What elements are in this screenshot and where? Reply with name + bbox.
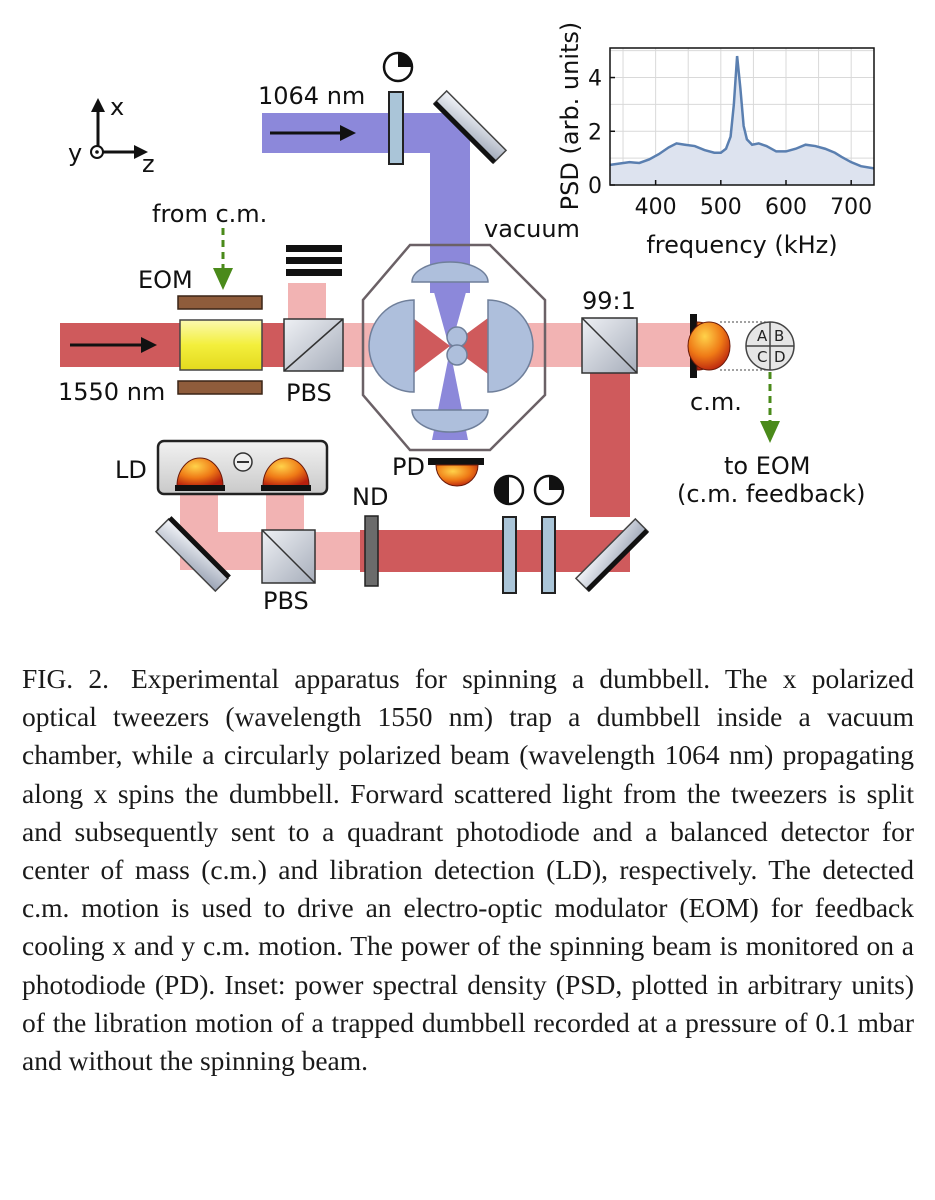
caption-label: FIG. 2. bbox=[22, 663, 109, 694]
nd-label: ND bbox=[352, 483, 388, 511]
quarter-wave-plate-bottom bbox=[541, 516, 556, 594]
quadrant-photodiode: A B C D bbox=[687, 314, 795, 378]
x-tick-label: 400 bbox=[635, 195, 677, 220]
feedback-output-arrow bbox=[760, 372, 780, 443]
pbs-cube-bottom bbox=[261, 529, 316, 584]
beam-dump bbox=[286, 245, 342, 276]
inset-xlabel: frequency (kHz) bbox=[646, 231, 837, 259]
beam-1064 bbox=[262, 113, 470, 440]
mirror-bottom-right bbox=[574, 517, 650, 593]
ld-label: LD bbox=[115, 456, 147, 484]
vacuum-label: vacuum bbox=[484, 215, 580, 243]
beam-direction-arrows bbox=[70, 125, 356, 353]
ld-balanced-detector bbox=[156, 439, 329, 496]
cm-label: c.m. bbox=[690, 388, 742, 416]
splitter-ratio-label: 99:1 bbox=[582, 287, 636, 315]
beam-1550 bbox=[60, 283, 693, 572]
figure-caption: FIG. 2. Experimental apparatus for spinni… bbox=[22, 660, 914, 1080]
quarter-wave-icon-top bbox=[382, 51, 414, 83]
axis-z-label: z bbox=[142, 150, 155, 178]
feedback-input-arrow bbox=[213, 228, 233, 290]
quarter-wave-plate-1064 bbox=[388, 91, 404, 165]
half-wave-plate bbox=[502, 516, 517, 594]
to-eom-label: to EOM bbox=[724, 452, 810, 480]
quarter-wave-icon-bottom bbox=[533, 474, 565, 506]
x-tick-label: 600 bbox=[765, 195, 807, 220]
wavelength-1550-label: 1550 nm bbox=[58, 378, 165, 406]
axis-y-label: y bbox=[68, 139, 82, 167]
y-tick-label: 4 bbox=[588, 67, 602, 92]
eom-label: EOM bbox=[138, 266, 193, 294]
quadrant-b: B bbox=[774, 327, 784, 345]
nd-filter bbox=[364, 515, 379, 587]
quadrant-d: D bbox=[774, 348, 786, 366]
psd-series-line bbox=[609, 55, 875, 170]
psd-inset-chart: 400 500 600 700 0 2 4 frequency (kHz) PSD (arb… bbox=[556, 22, 875, 259]
beam-splitter-99-1 bbox=[581, 317, 638, 374]
photodiode-pd bbox=[428, 458, 484, 487]
inset-ylabel: PSD (arb. units) bbox=[556, 22, 584, 211]
x-tick-label: 500 bbox=[700, 195, 742, 220]
cm-feedback-label: (c.m. feedback) bbox=[677, 480, 865, 508]
pbs-top-label: PBS bbox=[286, 379, 332, 407]
axis-x-label: x bbox=[110, 93, 124, 121]
inset-ticks: 400 500 600 700 0 2 4 bbox=[588, 67, 872, 220]
half-wave-icon bbox=[493, 474, 525, 506]
mirror-1064 bbox=[432, 89, 508, 165]
x-tick-label: 700 bbox=[830, 195, 872, 220]
quadrant-a: A bbox=[757, 327, 768, 345]
quadrant-c: C bbox=[757, 348, 767, 366]
eom bbox=[177, 295, 263, 395]
pbs-cube-top bbox=[283, 318, 344, 372]
caption-text: Experimental apparatus for spinning a du… bbox=[22, 663, 915, 1077]
pbs-bottom-label: PBS bbox=[263, 587, 309, 615]
mirror-bottom-left bbox=[154, 516, 231, 593]
pd-label: PD bbox=[392, 453, 425, 481]
y-tick-label: 2 bbox=[588, 120, 602, 145]
y-tick-label: 0 bbox=[588, 174, 602, 199]
inset-frame bbox=[609, 47, 875, 186]
coordinate-axes: x y z bbox=[68, 93, 155, 178]
wavelength-1064-label: 1064 nm bbox=[258, 82, 365, 110]
apparatus-figure: x y z EOM from c.m. PBS 1550 nm 1064 nm bbox=[58, 22, 875, 615]
from-cm-label: from c.m. bbox=[152, 200, 267, 228]
vacuum-chamber bbox=[361, 243, 547, 452]
